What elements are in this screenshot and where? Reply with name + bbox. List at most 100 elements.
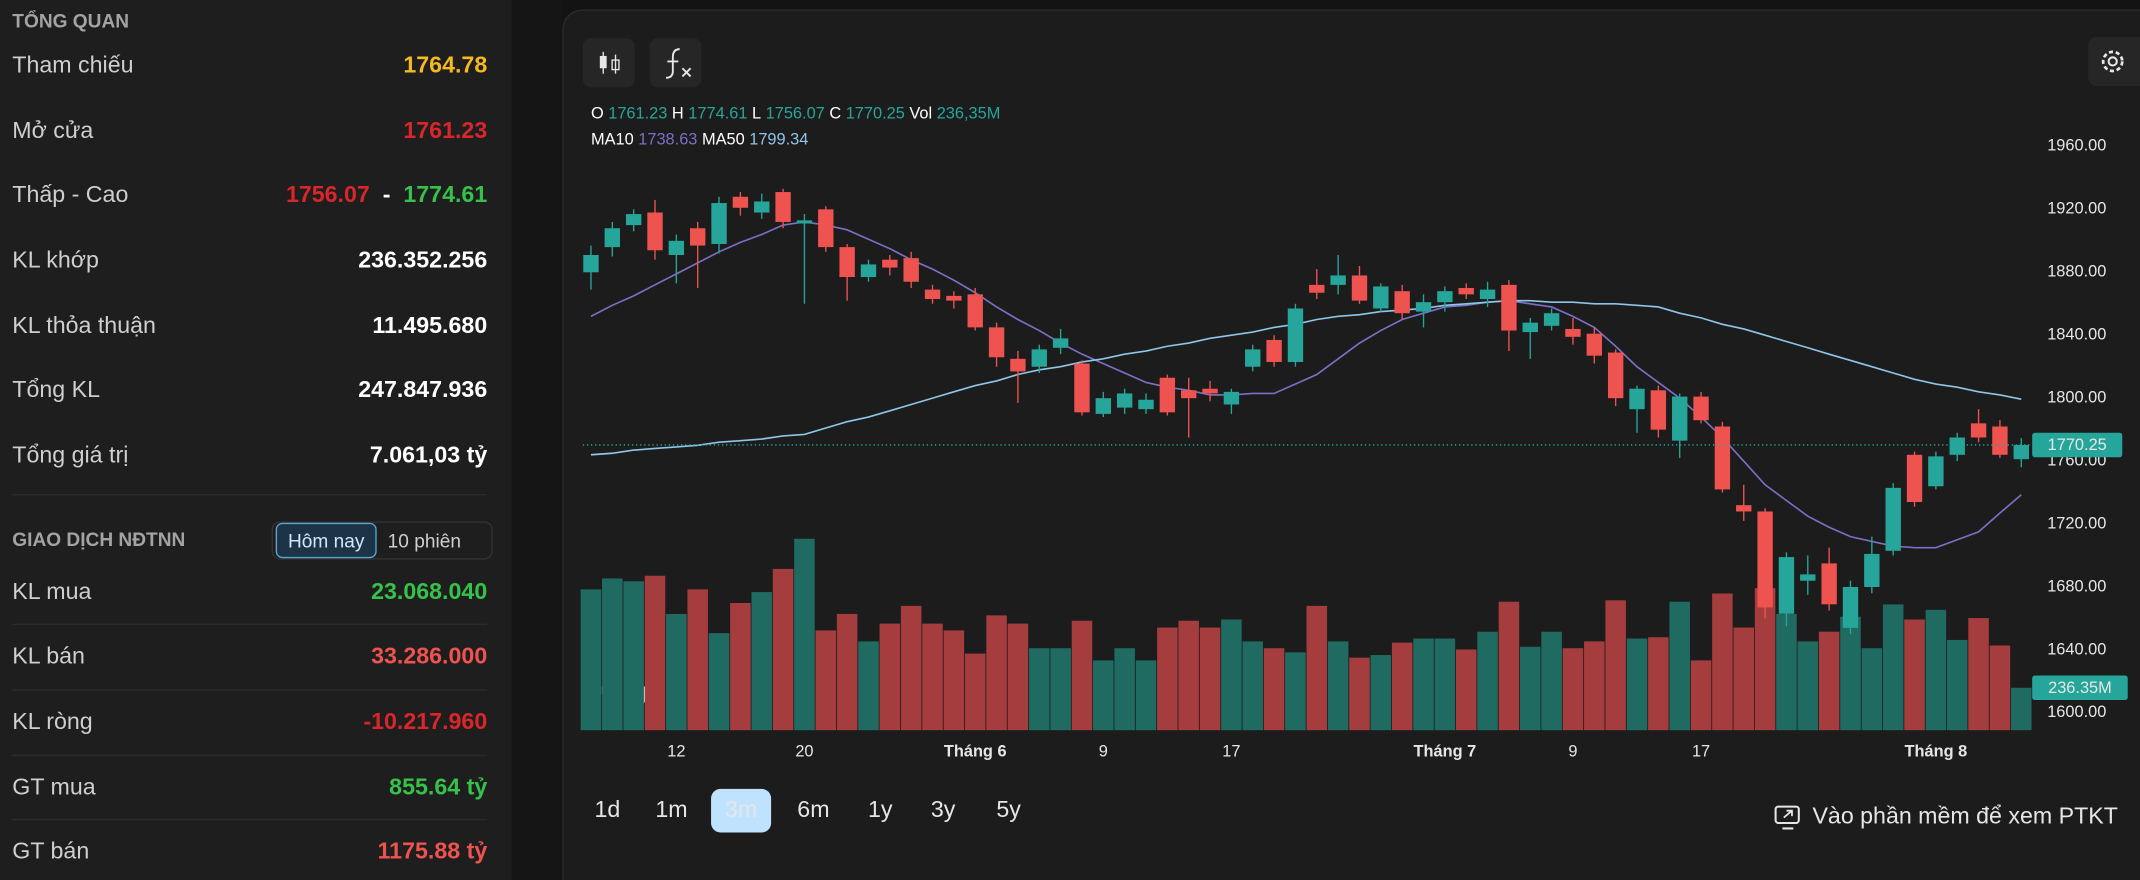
volume-bar (1050, 648, 1071, 731)
volume-bar (1178, 620, 1199, 731)
label: GT mua (12, 773, 96, 800)
candle-body (1138, 399, 1154, 410)
candle-body (1031, 349, 1047, 367)
x-tick-label: Tháng 6 (944, 742, 1007, 760)
x-tick-label: Tháng 8 (1905, 742, 1968, 760)
volume-bar (1391, 642, 1413, 731)
volume-bar (922, 623, 943, 731)
candle-body (1287, 308, 1304, 362)
candle-body (732, 196, 749, 208)
separator: - (382, 181, 391, 208)
value: 33.286.000 (371, 642, 488, 669)
candle-body (1629, 388, 1645, 410)
volume-bar (1882, 604, 1904, 731)
cta[interactable]: Vào phần mềm để xem PTKT (1774, 803, 2118, 830)
candle-body (839, 247, 855, 278)
price-tag-label: 1770.25 (2048, 436, 2107, 454)
info-row: Tổng KL 247.847.936 (12, 374, 487, 407)
icon (611, 59, 620, 71)
range-button[interactable]: 6m (797, 796, 829, 822)
volume-bar (602, 578, 623, 731)
candle-body (1970, 423, 1987, 438)
candle-body (967, 294, 983, 328)
x-tick-label: 17 (1692, 742, 1710, 760)
value: 7.061,03 tỷ (369, 442, 488, 469)
volume-bar (1754, 588, 1776, 731)
tab[interactable]: 10 phiên (387, 529, 461, 552)
candle-body (796, 220, 813, 224)
label: KL ròng (12, 708, 93, 735)
volume-bar (964, 653, 986, 731)
volume-bar (1818, 631, 1840, 731)
cta-icon (1774, 805, 1800, 824)
range-button[interactable]: 1m (655, 796, 687, 822)
range-button[interactable]: 1d (594, 796, 620, 822)
volume-bar (1669, 601, 1690, 731)
legend-ma: MA10 1738.63 MA50 1799.34 (591, 131, 808, 149)
y-tick-label: 1840.00 (2047, 326, 2106, 344)
volume-bar (1434, 638, 1456, 731)
candle-body (1437, 291, 1453, 303)
icon (599, 55, 607, 69)
candle-body (754, 201, 770, 213)
volume-bar (1242, 641, 1264, 731)
candle-body (1928, 456, 1944, 487)
candle-body (1800, 574, 1816, 581)
info-row: GT bán 1175.88 tỷ (12, 835, 487, 868)
range-button[interactable]: 1y (868, 796, 893, 822)
candle-body (1714, 426, 1731, 490)
range-button[interactable]: 5y (996, 796, 1021, 822)
cta-text[interactable]: Vào phần mềm để xem PTKT (1812, 803, 2117, 829)
value: 11.495.680 (372, 312, 488, 339)
section-title: TỔNG QUAN (12, 9, 130, 32)
info-row: Thấp - Cao 1756.07 - 1774.61 (12, 179, 487, 212)
volume-bar (1135, 660, 1157, 731)
value: 1764.78 (403, 51, 488, 78)
candle-body (1116, 393, 1133, 408)
candle-body (1394, 291, 1410, 314)
candle-body (1650, 390, 1667, 430)
volume-bar (1648, 637, 1669, 731)
volume-bar (1221, 619, 1242, 731)
x-tick-label: 20 (795, 742, 813, 760)
left-panel: TỔNG QUAN Tham chiếu 1764.78 Mở cửa 1761.2… (0, 0, 512, 880)
candle-body (1864, 553, 1880, 587)
volume-bar (1199, 627, 1221, 731)
x-tick-label: 9 (1568, 742, 1577, 760)
candle-body (1672, 396, 1688, 441)
candle-body (1074, 363, 1090, 413)
candle-body (1159, 377, 1176, 413)
settings-button[interactable] (2088, 36, 2140, 86)
tab[interactable]: Hôm nay (275, 522, 377, 559)
volume-bar (1925, 609, 1947, 731)
info-row: Tham chiếu 1764.78 (12, 49, 487, 82)
indicator-button[interactable] (649, 38, 702, 88)
gutter (511, 0, 563, 880)
candle-button[interactable] (582, 38, 635, 88)
candle-body (1202, 388, 1218, 394)
volume-bar (815, 630, 837, 731)
icon (2107, 56, 2118, 67)
candle-body (1223, 391, 1240, 405)
info-row: Mở cửa 1761.23 (12, 115, 487, 148)
legend-label: MA50 (702, 131, 745, 149)
legend-label: L (752, 105, 761, 123)
candle-body (924, 289, 941, 300)
candle-body (1373, 286, 1389, 309)
volume-bar (1776, 613, 1797, 731)
y-tick-label: 1640.00 (2047, 640, 2106, 658)
candle-body (1757, 511, 1773, 608)
candle-body (1501, 284, 1517, 331)
volume-bar (1413, 638, 1434, 731)
icon (2101, 50, 2124, 73)
info-row: KL thỏa thuận 11.495.680 (12, 310, 487, 343)
value: 855.64 tỷ (389, 773, 488, 800)
volume-bar (1498, 601, 1520, 731)
volume-bar (1712, 593, 1733, 731)
range-button[interactable]: 3m (725, 796, 757, 822)
icon (665, 48, 692, 79)
range-button[interactable]: 3y (931, 796, 956, 822)
volume-bar (772, 568, 794, 731)
candle-body (1522, 322, 1538, 333)
